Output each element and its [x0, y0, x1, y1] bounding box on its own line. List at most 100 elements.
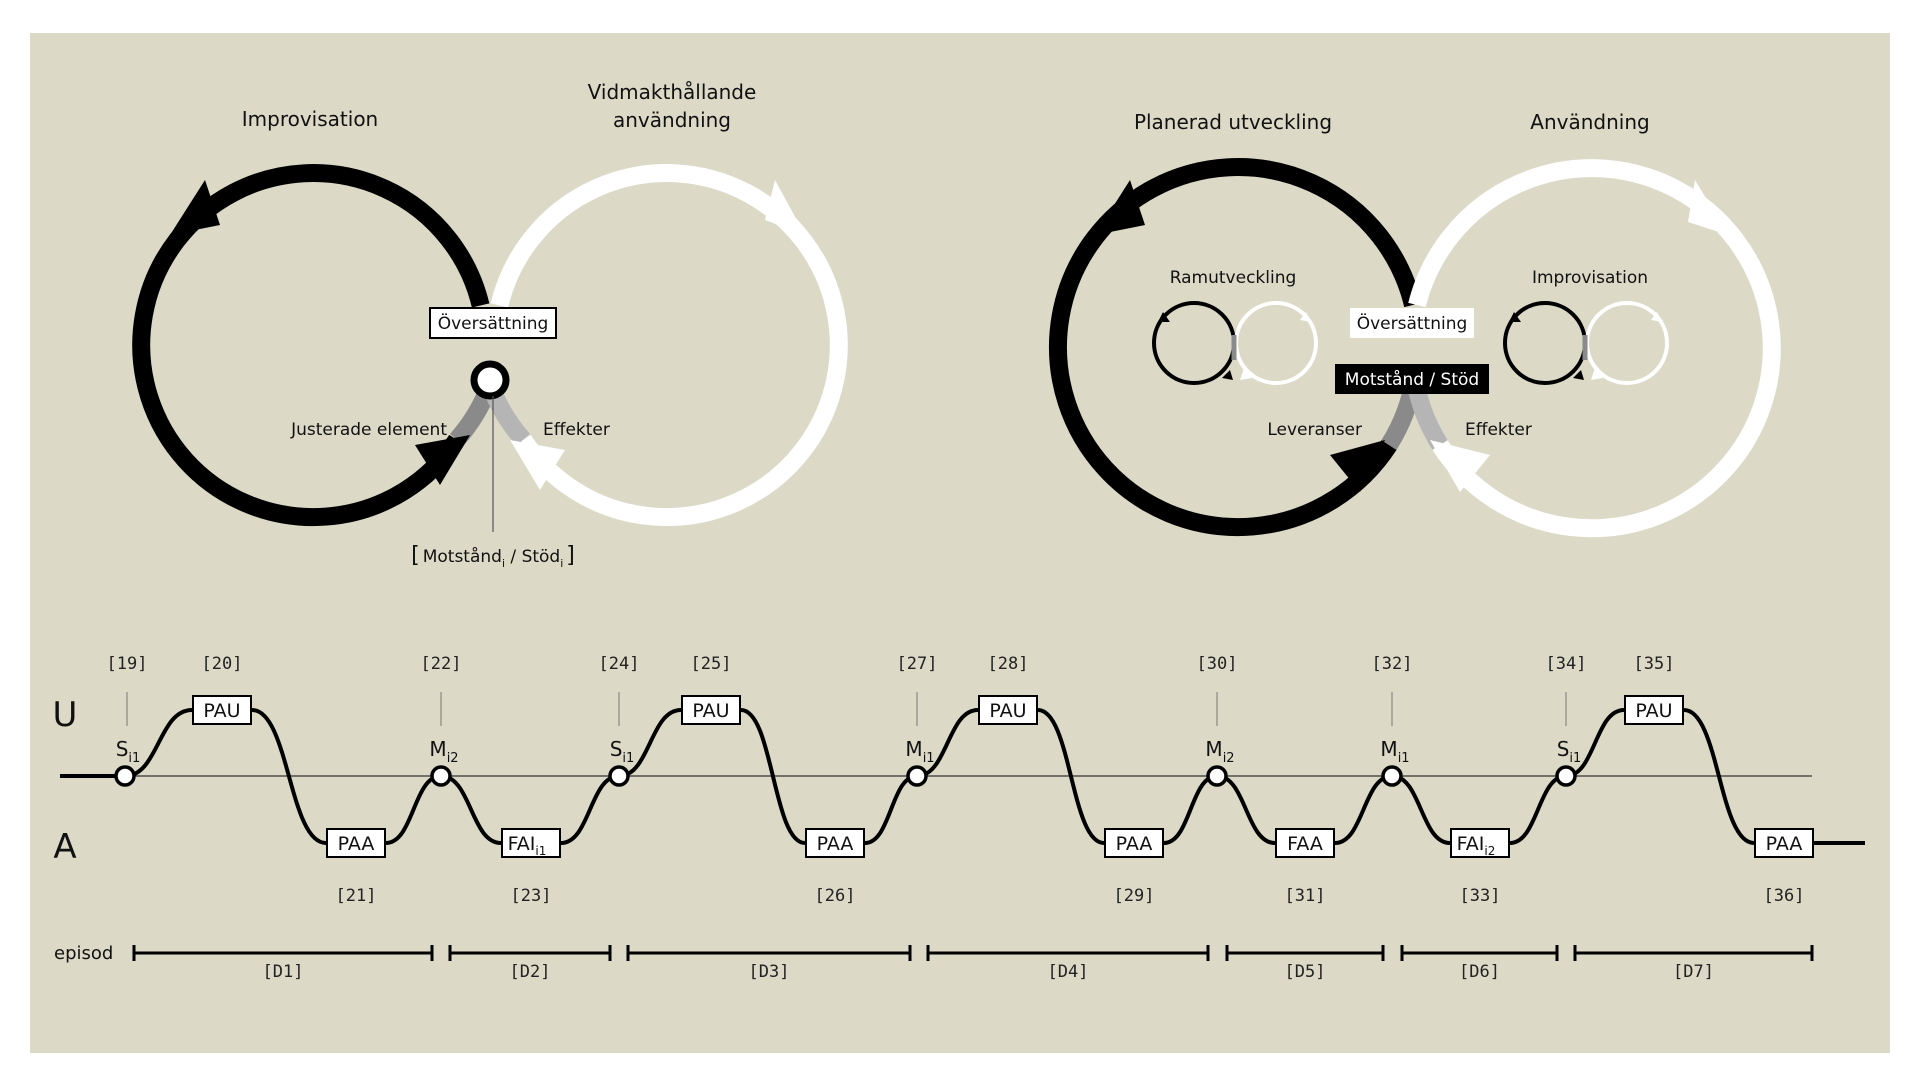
- episode-label-5: [D5]: [1285, 962, 1326, 982]
- bottom-ref-label: [29]: [1114, 886, 1155, 906]
- top-ref-label: [20]: [202, 654, 243, 674]
- inner-loops-right: [1503, 301, 1669, 385]
- right-translation-label: Översättning: [1357, 312, 1468, 334]
- upper-box: [681, 695, 741, 725]
- episode-label-3: [D3]: [749, 962, 790, 982]
- marker-label: Si1: [116, 737, 141, 766]
- left-bracket-label: [Motståndi / Stödi]: [411, 543, 575, 570]
- marker-node: [430, 765, 452, 787]
- lower-box-label: PAA: [1116, 833, 1153, 855]
- episode-label-4: [D4]: [1048, 962, 1089, 982]
- marker-node: [1206, 765, 1228, 787]
- left-center-node: [470, 360, 510, 400]
- marker-node: [1381, 765, 1403, 787]
- marker-label: Mi2: [429, 737, 458, 766]
- bottom-ref-label: [21]: [336, 886, 377, 906]
- top-ref-label: [22]: [421, 654, 462, 674]
- right-arrowhead-bottom-dark: [1330, 440, 1385, 492]
- lower-box: [1275, 828, 1335, 858]
- bottom-ref-label: [31]: [1285, 886, 1326, 906]
- upper-box-label: PAU: [203, 700, 240, 722]
- marker-label: Si1: [610, 737, 635, 766]
- left-translation-label: Översättning: [438, 312, 549, 334]
- left-arrowhead-top-dark: [170, 180, 220, 235]
- right-loop-light: [1408, 159, 1781, 538]
- inner-left-arrowhead-2: [1222, 370, 1233, 380]
- left-loop-light: [490, 164, 848, 527]
- bottom-ref-label: [26]: [815, 886, 856, 906]
- lower-box: [326, 828, 386, 858]
- right-figure-eight: Översättning Motstånd / Stöd Planerad ut…: [1049, 110, 1781, 538]
- timeline-curve: [59, 708, 1865, 845]
- upper-box: [978, 695, 1038, 725]
- top-ref-label: [24]: [599, 654, 640, 674]
- bracket-stod: / Stöd: [505, 547, 560, 567]
- right-translation-box: [1350, 308, 1474, 338]
- level-upper-label: U: [53, 695, 78, 735]
- lower-box: [805, 828, 865, 858]
- bracket-sub-2: i: [560, 557, 563, 570]
- lower-box-label: PAA: [338, 833, 375, 855]
- left-arrowhead-bottom-dark: [415, 435, 470, 485]
- top-ref-label: [32]: [1372, 654, 1413, 674]
- left-arrow-label-elements: Justerade element: [290, 420, 447, 440]
- bracket-open: [: [411, 543, 420, 568]
- right-resistance-box: [1335, 364, 1489, 394]
- episode-label-7: [D7]: [1673, 962, 1714, 982]
- lower-box: [1754, 828, 1814, 858]
- lower-box: [501, 828, 561, 858]
- level-lower-label: A: [53, 827, 76, 867]
- left-loop-left-label: Improvisation: [242, 107, 378, 131]
- right-arrowhead-top-dark: [1095, 180, 1145, 235]
- inner-left-arrowhead-1: [1158, 312, 1170, 322]
- top-ref-label: [30]: [1197, 654, 1238, 674]
- right-inner-left-label: Ramutveckling: [1170, 268, 1297, 288]
- right-inner-right-label: Improvisation: [1532, 268, 1648, 288]
- left-loop-dark: [132, 164, 490, 527]
- inner-right-arrowhead-4: [1591, 368, 1603, 380]
- timeline-elements: [19] [20] [22] [24] [25] [27] [28] [30] [32] [34]…: [59, 654, 1865, 982]
- timeline: U A episod [19] [20] [22] [24] [25] [27] [28][…: [53, 654, 1865, 982]
- left-arrowhead-top-light: [765, 180, 805, 235]
- right-arrow-label-effects: Effekter: [1465, 420, 1532, 440]
- marker-label: Mi1: [905, 737, 934, 766]
- lower-box-label: PAA: [817, 833, 854, 855]
- inner-left-arrowhead-4: [1240, 368, 1252, 380]
- episode-label-1: [D1]: [263, 962, 304, 982]
- right-loop-right-label: Användning: [1530, 110, 1649, 134]
- panel-background: [30, 33, 1890, 1053]
- upper-box: [1624, 695, 1684, 725]
- right-loop-left-label: Planerad utveckling: [1134, 110, 1332, 134]
- top-ref-label: [35]: [1634, 654, 1675, 674]
- bracket-motstand: Motstånd: [423, 546, 502, 567]
- episode-label-2: [D2]: [510, 962, 551, 982]
- marker-node: [114, 765, 136, 787]
- upper-box-label: PAU: [692, 700, 729, 722]
- left-translation-box: [429, 307, 557, 339]
- lower-box-label: FAIi2: [1457, 833, 1496, 858]
- top-ref-label: [27]: [897, 654, 938, 674]
- bracket-close: ]: [566, 543, 575, 568]
- left-figure-eight: Översättning Improvisation Vidmakthållan…: [132, 80, 848, 570]
- upper-box: [192, 695, 252, 725]
- left-loop-right-label-1: Vidmakthållande: [588, 80, 757, 104]
- top-ref-label: [28]: [988, 654, 1029, 674]
- marker-label: Mi1: [1380, 737, 1409, 766]
- bottom-ref-label: [23]: [511, 886, 552, 906]
- right-arrowhead-bottom-light: [1430, 440, 1490, 492]
- inner-right-arrowhead-1: [1509, 312, 1521, 322]
- upper-box-label: PAU: [1635, 700, 1672, 722]
- marker-node: [906, 765, 928, 787]
- lower-box-label: PAA: [1766, 833, 1803, 855]
- bracket-sub-1: i: [502, 557, 505, 570]
- left-arrowhead-bottom-light: [510, 440, 565, 490]
- inner-left-arrowhead-3: [1300, 312, 1311, 322]
- episode-label-6: [D6]: [1459, 962, 1500, 982]
- lower-box: [1450, 828, 1510, 858]
- bottom-ref-label: [36]: [1764, 886, 1805, 906]
- right-arrow-label-deliveries: Leveranser: [1267, 420, 1362, 440]
- top-ref-label: [25]: [691, 654, 732, 674]
- bottom-ref-label: [33]: [1460, 886, 1501, 906]
- marker-node: [608, 765, 630, 787]
